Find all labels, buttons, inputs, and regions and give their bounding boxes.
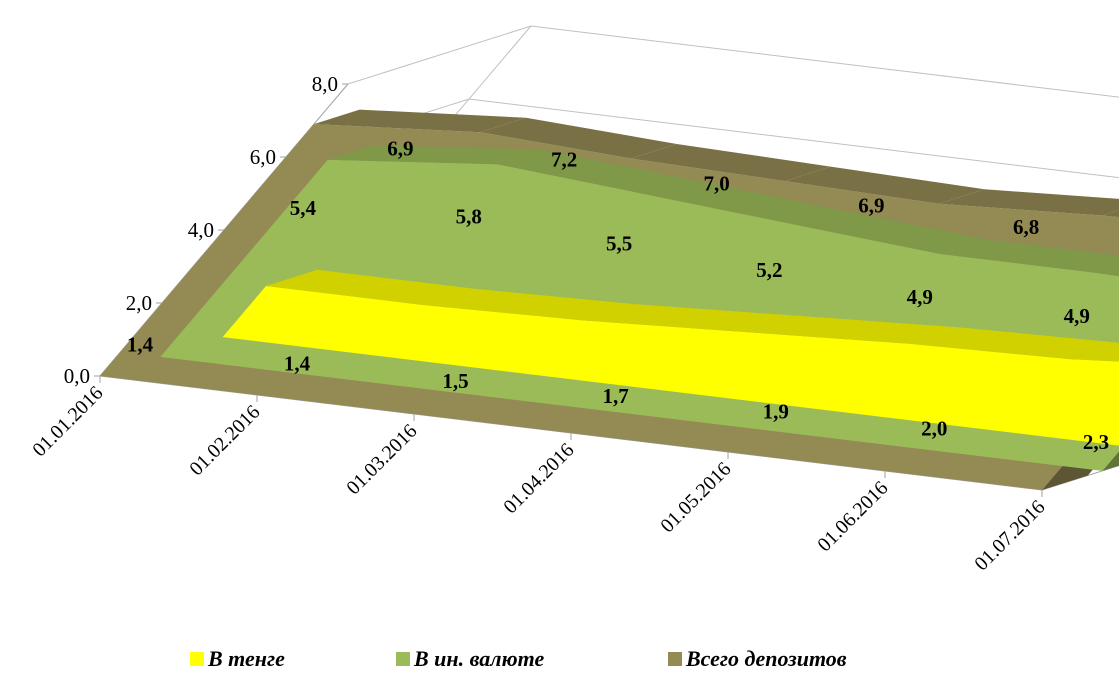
series-top-1	[940, 239, 1119, 273]
y-tick-label: 6,0	[250, 145, 276, 169]
x-tick-label: 01.06.2016	[813, 477, 892, 556]
y-tick-label: 8,0	[312, 72, 338, 96]
series-top-1	[1097, 266, 1119, 277]
series-top-1	[497, 149, 691, 195]
x-tick-label: 01.03.2016	[342, 420, 421, 499]
series-top-2	[631, 144, 831, 182]
legend-swatch-tenge	[190, 652, 204, 666]
series-side-1	[1102, 451, 1119, 471]
series-top-2	[938, 189, 1119, 216]
data-label: 5,5	[606, 231, 632, 255]
series-top-1	[644, 179, 839, 225]
data-label: 5,2	[756, 258, 782, 282]
data-label: 4,9	[907, 285, 933, 309]
legend-label-foreign-currency: В ин. валюте	[414, 646, 545, 671]
data-label: 1,9	[763, 400, 789, 424]
legend-item-total-deposits: Всего депозитов	[668, 646, 847, 672]
area-chart-3d: 0,0 2,0 4,0 6,0 8,0 1,4 1,4 1,5 1,7 1,9 2,0 2,3 5,4 5…	[28, 25, 1119, 575]
data-label: 6,9	[858, 193, 884, 217]
data-label: 2,0	[921, 417, 947, 441]
legend-swatch-foreign-currency	[396, 652, 410, 666]
data-label: 1,5	[442, 369, 468, 393]
data-label: 1,7	[603, 384, 629, 408]
x-tick-label: 01.04.2016	[499, 439, 578, 518]
data-label: 5,8	[456, 204, 482, 228]
series-top-0	[423, 288, 635, 321]
data-label: 7,2	[551, 147, 577, 171]
series-top-0	[1069, 343, 1119, 362]
data-label: 1,4	[284, 352, 311, 376]
data-label: 7,0	[704, 172, 730, 196]
series-top-0	[746, 315, 961, 344]
series-face-0	[222, 286, 1119, 446]
data-label: 2,3	[1083, 430, 1109, 454]
legend-item-tenge: В тенге	[190, 646, 285, 672]
data-label: 1,4	[127, 333, 154, 357]
series-top-1	[792, 209, 986, 254]
series-top-0	[583, 304, 798, 333]
legend-item-foreign-currency: В ин. валюте	[396, 646, 544, 672]
x-tick-label: 01.02.2016	[185, 401, 264, 480]
y-tick-label: 0,0	[64, 364, 90, 388]
series-top-1	[327, 145, 543, 165]
x-tick-label: 01.05.2016	[656, 458, 735, 537]
y-tick-label: 4,0	[188, 218, 214, 242]
series-top-0	[909, 327, 1119, 360]
data-label: 5,4	[290, 196, 317, 220]
legend-swatch-total-deposits	[668, 652, 682, 666]
series-top-2	[480, 117, 677, 159]
data-label: 6,8	[1013, 215, 1039, 239]
series-top-2	[784, 166, 985, 204]
data-label: 6,9	[387, 136, 413, 160]
legend: В тенге В ин. валюте Всего депозитов	[0, 646, 1119, 673]
data-label: 4,9	[1064, 304, 1090, 328]
legend-label-total-deposits: Всего депозитов	[686, 646, 847, 671]
series-top-0	[266, 269, 475, 305]
legend-label-tenge: В тенге	[208, 646, 285, 671]
x-tick-label: 01.01.2016	[28, 382, 107, 461]
series-top-2	[1102, 210, 1119, 218]
x-tick-label: 01.07.2016	[970, 496, 1049, 575]
series-top-2	[313, 109, 526, 133]
y-tick-label: 2,0	[126, 291, 152, 315]
